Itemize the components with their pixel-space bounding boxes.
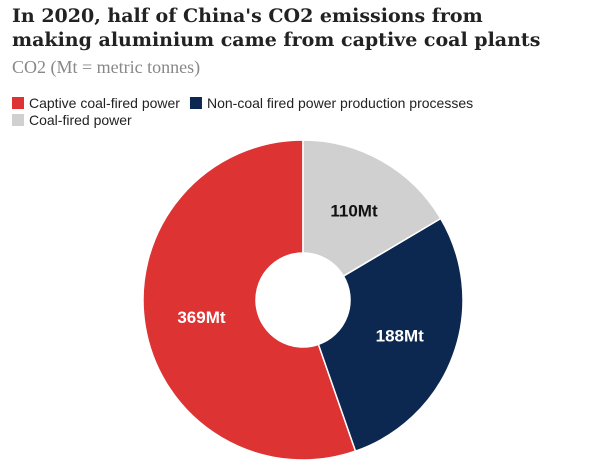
legend-label: Non-coal fired power production processe…: [207, 95, 473, 111]
legend-label: Coal-fired power: [29, 112, 132, 128]
legend-label: Captive coal-fired power: [29, 95, 180, 111]
chart-title: In 2020, half of China's CO2 emissions f…: [12, 5, 540, 51]
legend-swatch: [12, 97, 24, 109]
value-label: 110Mt: [330, 202, 378, 221]
chart-subtitle: CO2 (Mt = metric tonnes): [12, 57, 200, 78]
legend-swatch: [12, 114, 24, 126]
value-label: 188Mt: [376, 326, 425, 345]
donut-slice: [302, 139, 442, 278]
value-label: 369Mt: [177, 308, 226, 327]
donut-slice: [317, 217, 464, 453]
legend-swatch: [189, 97, 202, 109]
